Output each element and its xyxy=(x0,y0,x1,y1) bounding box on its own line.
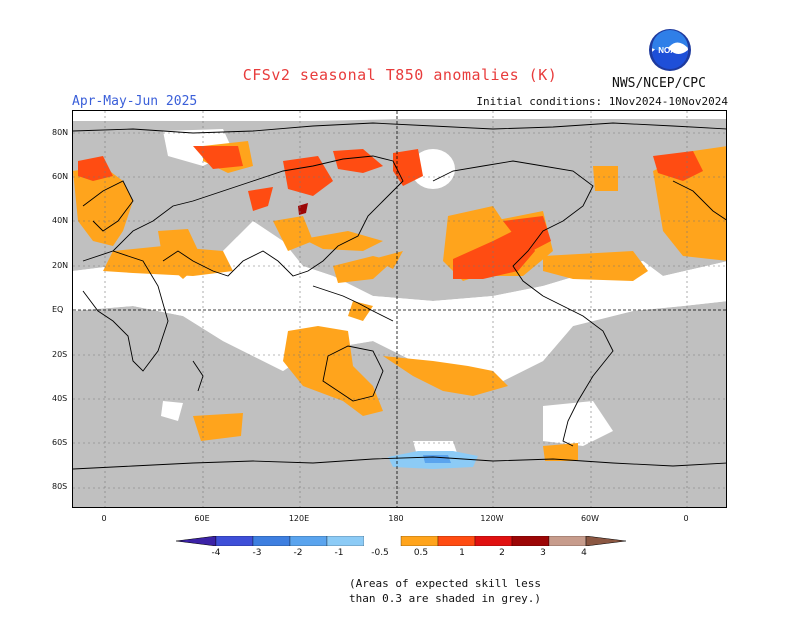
colorbar-block xyxy=(326,536,365,546)
colorbar-block xyxy=(364,536,401,546)
colorbar-block xyxy=(289,536,328,546)
forecast-period: Apr-May-Jun 2025 xyxy=(72,94,198,109)
lat-label-40s: 40S xyxy=(52,394,68,403)
positive-anomaly-dark-red xyxy=(298,203,308,215)
coastlines xyxy=(73,122,726,470)
lat-label-20s: 20S xyxy=(52,350,68,359)
skill-note-line1: (Areas of expected skill less xyxy=(349,577,542,590)
lat-label-60n: 60N xyxy=(52,172,69,181)
lon-label-0-east: 0 xyxy=(683,514,689,523)
colorbar-block xyxy=(511,536,550,546)
colorbar-block-min xyxy=(176,536,217,546)
lon-label-120e: 120E xyxy=(288,514,310,523)
skill-note-line2: than 0.3 are shaded in grey.) xyxy=(349,592,542,605)
lon-label-60e: 60E xyxy=(194,514,210,523)
colorbar-block xyxy=(400,536,439,546)
colorbar-label-neg0_5: -0.5 xyxy=(371,548,389,558)
colorbar-block xyxy=(548,536,587,546)
colorbar-label-0_5: 0.5 xyxy=(413,548,429,558)
colorbar-label-2: 2 xyxy=(499,548,505,558)
skill-note: (Areas of expected skill less than 0.3 a… xyxy=(349,576,541,606)
agency-label: NWS/NCEP/CPC xyxy=(612,76,706,91)
lat-label-80s: 80S xyxy=(52,482,68,491)
colorbar-block xyxy=(215,536,254,546)
colorbar-label-3: 3 xyxy=(540,548,546,558)
lat-label-80n: 80N xyxy=(52,128,69,137)
lat-label-60s: 60S xyxy=(52,438,68,447)
map-title: CFSv2 seasonal T850 anomalies (K) xyxy=(242,66,558,84)
colorbar-label-neg1: -1 xyxy=(334,548,344,558)
colorbar-block xyxy=(474,536,513,546)
lat-label-40n: 40N xyxy=(52,216,69,225)
colorbar-block xyxy=(252,536,291,546)
initial-conditions: Initial conditions: 1Nov2024-10Nov2024 xyxy=(476,95,728,108)
colorbar-block xyxy=(437,536,476,546)
colorbar-label-1: 1 xyxy=(459,548,465,558)
lat-lon-grid xyxy=(73,111,726,507)
positive-anomaly-orange xyxy=(73,141,726,461)
noaa-logo-text: NOAA xyxy=(658,46,682,55)
equator-dateline xyxy=(73,111,726,507)
noaa-logo: NOAA xyxy=(649,29,691,71)
colorbar-label-4: 4 xyxy=(581,548,587,558)
lon-label-120w: 120W xyxy=(480,514,504,523)
colorbar-label-neg3: -3 xyxy=(252,548,262,558)
lon-label-0: 0 xyxy=(101,514,107,523)
lat-label-20n: 20N xyxy=(52,261,69,270)
lon-label-60w: 60W xyxy=(580,514,600,523)
colorbar-label-neg2: -2 xyxy=(293,548,303,558)
lat-label-eq: EQ xyxy=(52,305,64,314)
colorbar xyxy=(176,536,626,546)
colorbar-block-max xyxy=(585,536,626,546)
colorbar-label-neg4: -4 xyxy=(211,548,221,558)
lon-label-180: 180 xyxy=(388,514,404,523)
anomaly-map xyxy=(72,110,727,508)
